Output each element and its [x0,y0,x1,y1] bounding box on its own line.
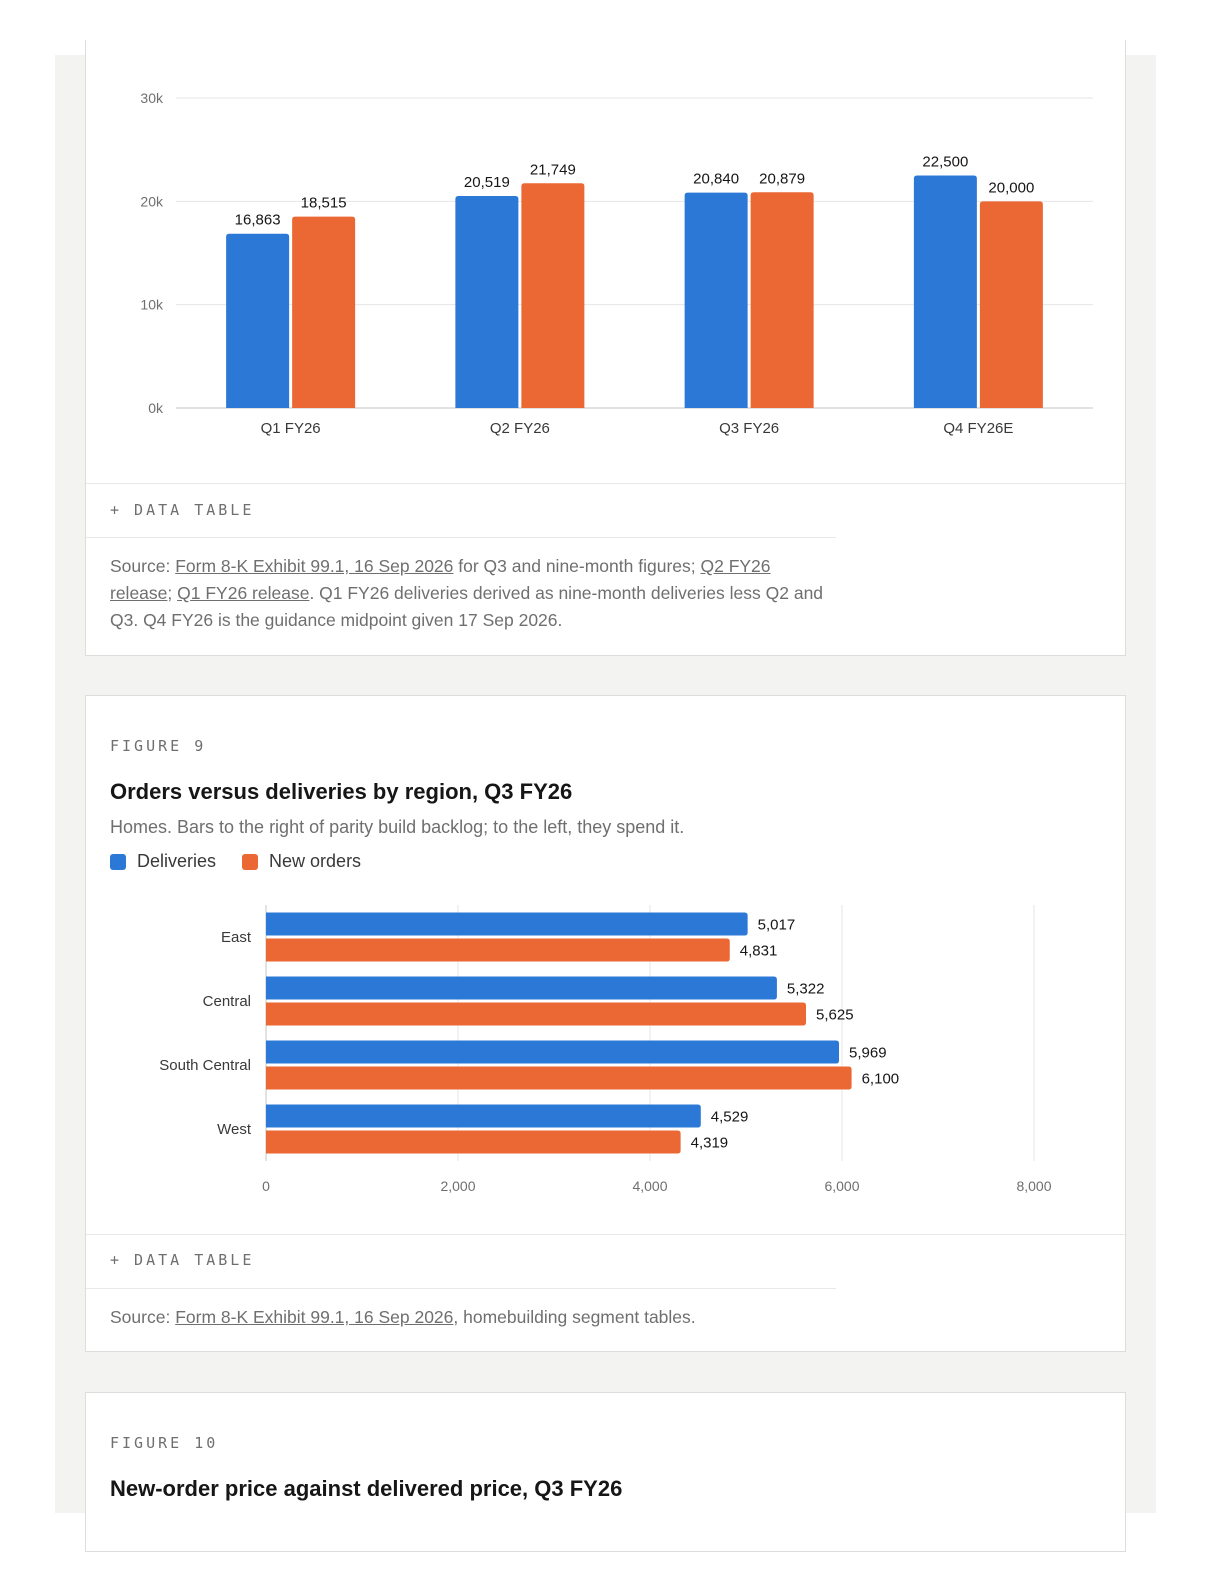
bar-series-2 [979,201,1043,408]
x-tick-label: 6,000 [824,1178,859,1194]
figure-8-card: 0k 10k 20k 30k 16,863 18,515 Q1 FY26 20,519 21,7… [85,40,1127,656]
chart-legend: Deliveries New orders [110,851,387,872]
source-link-q2-release[interactable]: Q2 FY26 release [110,556,771,603]
source-link-q1-release[interactable]: Q1 FY26 release [177,583,310,603]
bar-new-orders [266,938,730,962]
figure-eyebrow: FIGURE 9 [110,737,207,755]
source-link-8k[interactable]: Form 8-K Exhibit 99.1, 16 Sep 2026 [175,1307,454,1327]
bar-value-label: 4,529 [711,1109,749,1126]
legend-label: Deliveries [137,851,217,871]
x-tick-label: 0 [262,1178,270,1194]
bar-deliveries [266,912,748,936]
bar-value-label: 22,500 [922,154,968,171]
legend-swatch [242,853,259,870]
bar-value-label: 18,515 [301,195,347,212]
figure-8-chart: 0k 10k 20k 30k 16,863 18,515 Q1 FY26 20,519 21,7… [140,90,1093,437]
bar-value-label: 21,749 [530,161,576,178]
figure-9-card: FIGURE 9 Orders versus deliveries by reg… [85,695,1127,1352]
figure-title: New-order price against delivered price,… [110,1476,623,1501]
figure-subtitle: Homes. Bars to the right of parity build… [110,817,685,837]
bar-new-orders [266,1066,852,1090]
divider [86,1288,836,1289]
bar-series-2 [750,192,814,408]
bar-series-1 [455,195,519,408]
y-tick-label: 30k [140,90,164,106]
x-tick-label: 8,000 [1016,1178,1051,1194]
y-category-label: South Central [159,1057,251,1074]
source-text: . Q1 FY26 deliveries derived as nine-mon… [110,583,824,630]
bar-value-label: 20,879 [759,170,805,187]
legend-item-new-orders: New orders [242,851,361,872]
x-tick-label: Q3 FY26 [719,420,779,437]
divider [86,1234,1127,1235]
bar-value-label: 5,322 [787,981,825,998]
y-tick-label: 20k [140,193,164,209]
bar-series-2 [521,183,585,408]
divider [86,483,1127,484]
figure-10-card: FIGURE 10 New-order price against delive… [85,1392,1126,1552]
figure-title: Orders versus deliveries by region, Q3 F… [110,779,573,804]
data-table-toggle[interactable]: + DATA TABLE [110,1251,255,1269]
bar-value-label: 6,100 [862,1071,900,1088]
source-text: for Q3 and nine-month figures; [453,556,701,576]
bar-series-2 [292,216,356,408]
source-link-8k[interactable]: Form 8-K Exhibit 99.1, 16 Sep 2026 [175,556,454,576]
bar-value-label: 20,519 [464,174,510,191]
bar-value-label: 20,840 [693,171,739,188]
bar-new-orders [266,1130,681,1154]
bar-value-label: 4,319 [691,1135,729,1152]
x-tick-label: 2,000 [440,1178,475,1194]
y-category-label: Central [203,993,251,1010]
x-tick-label: Q4 FY26E [943,420,1013,437]
y-category-label: West [217,1121,252,1138]
y-tick-label: 10k [140,297,164,313]
source-text: , homebuilding segment tables. [453,1307,696,1327]
x-tick-label: 4,000 [632,1178,667,1194]
legend-swatch [110,853,126,870]
source-text: ; [167,583,178,603]
bar-new-orders [266,1002,806,1026]
legend-item-deliveries: Deliveries [110,851,216,872]
bar-series-1 [684,192,748,408]
bar-value-label: 5,017 [758,917,796,934]
bar-value-label: 4,831 [740,943,778,960]
figure-eyebrow: FIGURE 10 [110,1434,219,1452]
bar-series-1 [913,175,977,408]
bar-value-label: 16,863 [235,212,281,229]
source-prefix: Source: [110,1307,176,1327]
bar-value-label: 20,000 [988,179,1034,196]
figure-9-chart: 0 2,000 4,000 6,000 8,000 5,017 4,831 East 5,322… [159,905,1052,1194]
bar-deliveries [266,976,777,1000]
x-tick-label: Q2 FY26 [490,420,550,437]
bar-deliveries [266,1104,701,1128]
figure-9-source: Source: Form 8-K Exhibit 99.1, 16 Sep 20… [110,1304,830,1331]
data-table-toggle[interactable]: + DATA TABLE [110,501,255,519]
y-category-label: East [221,929,252,946]
bar-value-label: 5,625 [816,1007,854,1024]
y-tick-label: 0k [148,400,164,416]
divider [86,537,836,538]
source-prefix: Source: [110,556,176,576]
legend-label: New orders [269,851,362,871]
bar-series-1 [226,233,290,408]
figure-8-source: Source: Form 8-K Exhibit 99.1, 16 Sep 20… [110,553,830,634]
bar-value-label: 5,969 [849,1045,887,1062]
x-tick-label: Q1 FY26 [261,420,321,437]
bar-deliveries [266,1040,840,1064]
